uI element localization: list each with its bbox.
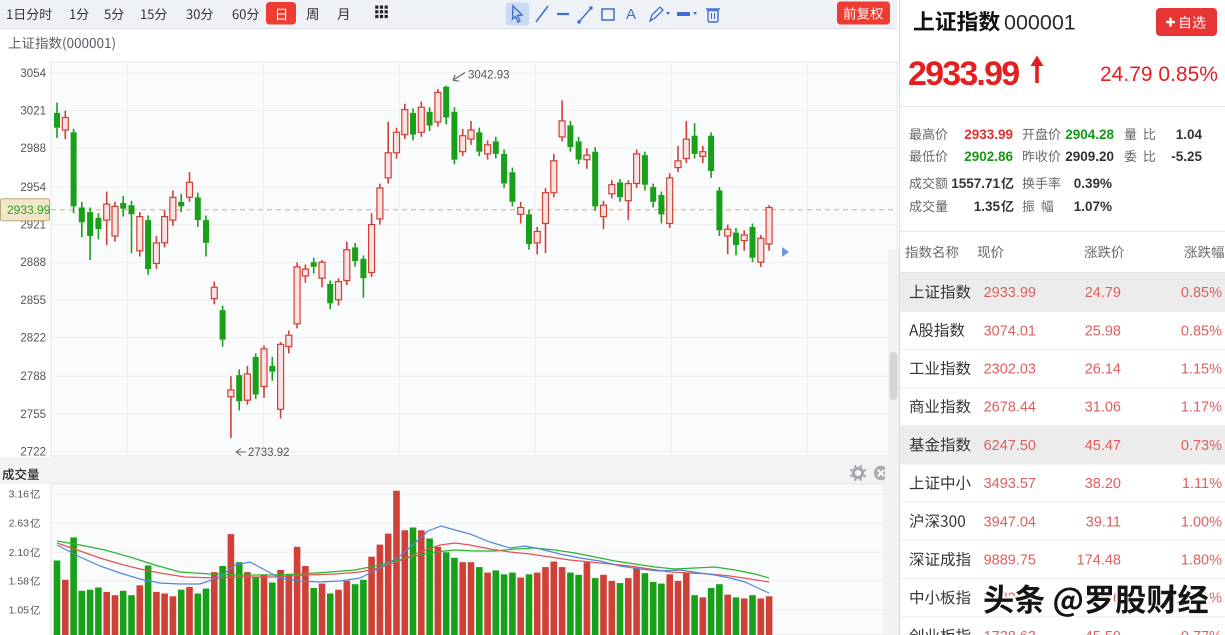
svg-text:174.48: 174.48 (1077, 553, 1121, 569)
svg-text:2.63: 2.63 (9, 518, 30, 530)
svg-text:1.35: 1.35 (974, 199, 1001, 214)
svg-text:000001: 000001 (1004, 11, 1076, 35)
svg-text:2933.99: 2933.99 (984, 285, 1036, 301)
svg-text:2988: 2988 (20, 143, 46, 155)
svg-text:1.80%: 1.80% (1181, 553, 1222, 569)
svg-text:1738.63: 1738.63 (984, 629, 1036, 635)
svg-text:1.00%: 1.00% (1181, 514, 1222, 530)
svg-text:2902.86: 2902.86 (964, 149, 1013, 164)
svg-text:2855: 2855 (20, 295, 46, 307)
svg-text:2733.92: 2733.92 (248, 447, 290, 459)
svg-text:6247.50: 6247.50 (984, 438, 1036, 454)
svg-text:45.59: 45.59 (1085, 629, 1121, 635)
svg-text:1.04: 1.04 (1176, 127, 1203, 142)
svg-text:2909.20: 2909.20 (1065, 149, 1114, 164)
svg-text:0.85%: 0.85% (1181, 285, 1222, 301)
svg-text:25.98: 25.98 (1085, 323, 1121, 339)
svg-text:2788: 2788 (20, 371, 46, 383)
svg-text:3042.93: 3042.93 (468, 70, 510, 82)
svg-text:3054: 3054 (20, 68, 46, 80)
svg-text:3021: 3021 (20, 106, 46, 118)
svg-text:3947.04: 3947.04 (984, 514, 1036, 530)
svg-text:2954: 2954 (20, 182, 46, 194)
svg-text:1.05: 1.05 (9, 605, 30, 617)
svg-text:2933.99: 2933.99 (908, 55, 1019, 93)
svg-text:0.73%: 0.73% (1181, 438, 1222, 454)
svg-text:A: A (626, 6, 636, 23)
svg-text:1557.71: 1557.71 (951, 176, 1000, 191)
svg-text:2302.03: 2302.03 (984, 362, 1036, 378)
svg-text:38.20: 38.20 (1085, 476, 1121, 492)
svg-text:24.79 0.85%: 24.79 0.85% (1100, 63, 1218, 86)
svg-text:2888: 2888 (20, 257, 46, 269)
svg-text:2904.28: 2904.28 (1065, 127, 1114, 142)
svg-text:39.11: 39.11 (1086, 514, 1121, 530)
svg-text:1.07%: 1.07% (1074, 199, 1112, 214)
svg-text:1.15%: 1.15% (1181, 362, 1222, 378)
svg-text:3493.57: 3493.57 (984, 476, 1036, 492)
svg-text:1.58: 1.58 (9, 575, 30, 587)
svg-text:26.14: 26.14 (1085, 362, 1121, 378)
svg-text:0.77%: 0.77% (1181, 629, 1222, 635)
svg-text:31.06: 31.06 (1085, 400, 1121, 416)
svg-text:0.39%: 0.39% (1074, 176, 1112, 191)
svg-text:2921: 2921 (20, 220, 46, 232)
svg-text:45.47: 45.47 (1085, 438, 1121, 454)
svg-text:24.79: 24.79 (1085, 285, 1121, 301)
svg-text:2.10: 2.10 (9, 547, 30, 559)
svg-text:2678.44: 2678.44 (984, 400, 1036, 416)
svg-text:-5.25: -5.25 (1171, 149, 1202, 164)
svg-text:2755: 2755 (20, 409, 46, 421)
svg-text:3.16: 3.16 (9, 489, 30, 501)
svg-text:2822: 2822 (20, 333, 46, 345)
svg-text:2722: 2722 (20, 447, 46, 459)
svg-text:1.17%: 1.17% (1181, 400, 1222, 416)
svg-text:0.85%: 0.85% (1181, 323, 1222, 339)
svg-text:2933.99: 2933.99 (964, 127, 1013, 142)
svg-text:1.11%: 1.11% (1182, 476, 1222, 492)
svg-text:3074.01: 3074.01 (984, 323, 1036, 339)
svg-text:2933.99: 2933.99 (7, 203, 51, 217)
svg-text:9889.75: 9889.75 (984, 553, 1036, 569)
